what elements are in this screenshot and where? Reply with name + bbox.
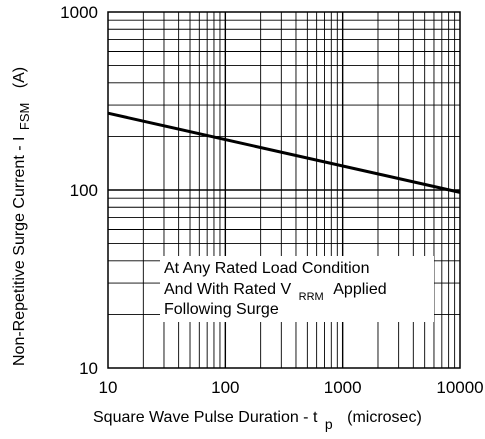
y-tick-label: 100 <box>70 181 98 200</box>
annotation-background <box>160 256 434 322</box>
annotation-line-2-subscript: RRM <box>299 291 324 303</box>
y-tick-label: 1000 <box>60 3 98 22</box>
plot-frame <box>107 11 461 369</box>
annotation-line-2-prefix: And With Rated V <box>164 281 292 298</box>
y-axis-label-subscript: FSM <box>17 103 32 130</box>
annotation-line-2: And With Rated V RRM Applied <box>164 281 387 304</box>
series-layer <box>107 111 461 194</box>
tick-labels: 10 100 1000 10000 10 100 1000 <box>60 3 483 397</box>
x-axis-label: Square Wave Pulse Duration - t p (micros… <box>93 409 422 433</box>
y-axis-label-suffix: (A) <box>11 67 28 88</box>
x-tick-label: 10 <box>99 378 118 397</box>
annotation-line-1: At Any Rated Load Condition <box>164 260 369 277</box>
y-axis-label-prefix: Non-Repetitive Surge Current - I <box>11 137 28 366</box>
annotation-line-3: Following Surge <box>164 301 279 318</box>
x-axis-label-suffix: (microsec) <box>347 409 422 426</box>
x-tick-label: 10000 <box>436 378 483 397</box>
surge-current-line <box>107 111 461 194</box>
x-tick-label: 100 <box>211 378 239 397</box>
annotation-line-2-suffix: Applied <box>333 281 386 298</box>
x-axis-label-prefix: Square Wave Pulse Duration - t <box>93 409 318 426</box>
y-tick-label: 10 <box>79 359 98 378</box>
x-tick-label: 1000 <box>324 378 362 397</box>
y-axis-label: Non-Repetitive Surge Current - I FSM (A) <box>11 67 33 366</box>
x-axis-label-subscript: p <box>325 416 333 432</box>
